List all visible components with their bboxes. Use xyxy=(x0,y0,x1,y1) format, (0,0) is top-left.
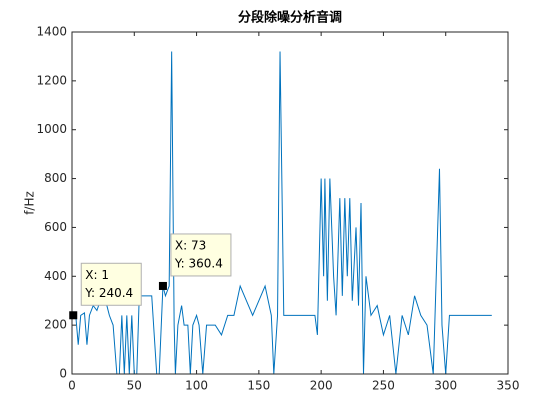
x-tick-label: 0 xyxy=(68,379,76,393)
x-tick-label: 250 xyxy=(372,379,395,393)
x-tick-label: 350 xyxy=(497,379,520,393)
datatip-box xyxy=(80,262,142,306)
y-tick-label: 400 xyxy=(44,269,67,283)
y-tick-label: 0 xyxy=(59,367,67,381)
datatip-marker xyxy=(69,311,78,320)
y-tick-label: 200 xyxy=(44,318,67,332)
datatip-text: X: 73 xyxy=(175,238,206,252)
datatip-box xyxy=(170,233,232,277)
x-tick-label: 150 xyxy=(247,379,270,393)
y-tick-label: 1200 xyxy=(36,73,67,87)
data-line xyxy=(73,51,492,375)
x-tick-label: 300 xyxy=(434,379,457,393)
y-tick-label: 1000 xyxy=(36,122,67,136)
datatip-text: X: 1 xyxy=(85,268,109,282)
axes-box xyxy=(71,31,509,375)
datatip-marker xyxy=(158,281,167,290)
x-tick-label: 200 xyxy=(310,379,333,393)
x-tick-label: 100 xyxy=(185,379,208,393)
chart-title: 分段除噪分析音调 xyxy=(238,10,342,26)
y-tick-label: 1400 xyxy=(36,25,67,39)
y-tick-label: 800 xyxy=(44,171,67,185)
y-axis-label: f/Hz xyxy=(23,191,37,215)
datatip-text: Y: 240.4 xyxy=(84,286,133,300)
y-tick-label: 600 xyxy=(44,220,67,234)
x-tick-label: 50 xyxy=(127,379,142,393)
datatip-text: Y: 360.4 xyxy=(174,256,223,270)
